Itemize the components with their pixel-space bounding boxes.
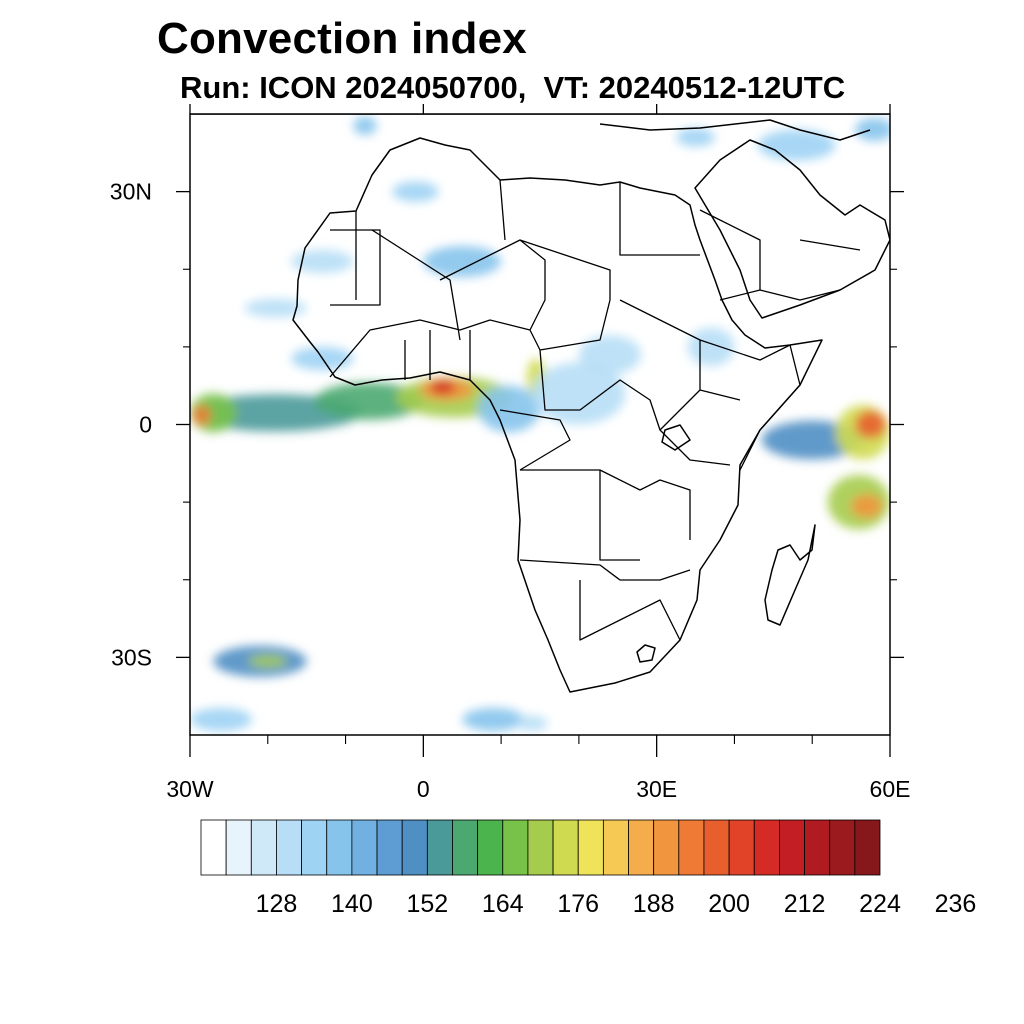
colorbar-swatch-1: [225, 819, 252, 876]
colorbar-swatch-22: [753, 819, 780, 876]
convection-cell-24: [392, 181, 439, 202]
colorbar-label-6: 200: [708, 890, 750, 918]
colorbar-swatch-9: [426, 819, 453, 876]
lat-tick-label-1: 0: [139, 412, 152, 438]
lat-tick-label-0: 30N: [110, 179, 152, 205]
colorbar-swatch-12: [502, 819, 529, 876]
convection-cell-21: [462, 707, 525, 732]
convection-cell-17: [851, 494, 883, 518]
chart-title: Convection index: [157, 14, 527, 63]
convection-cell-19: [248, 655, 288, 668]
coastlines-borders: [190, 114, 890, 693]
convection-cell-22: [516, 715, 548, 732]
colorbar-label-3: 164: [482, 890, 524, 918]
convection-cell-29: [676, 127, 715, 147]
convection-cell-6: [430, 380, 456, 395]
colorbar-label-8: 224: [859, 890, 901, 918]
colorbar-swatch-21: [728, 819, 755, 876]
convection-cell-11: [578, 335, 642, 375]
colorbar-swatch-2: [250, 819, 277, 876]
lon-tick-label-2: 30E: [636, 776, 677, 802]
colorbar-label-7: 212: [784, 890, 826, 918]
colorbar-swatch-5: [326, 819, 353, 876]
colorbar-swatch-11: [477, 819, 504, 876]
europe-coastline: [190, 114, 890, 141]
colorbar-swatch-3: [276, 819, 302, 876]
colorbar-swatch-14: [552, 819, 579, 876]
convection-cell-15: [855, 410, 887, 439]
colorbar-label-2: 152: [406, 890, 448, 918]
convection-cell-12: [687, 327, 735, 367]
colorbar-swatch-17: [628, 819, 655, 876]
colorbar-swatch-20: [703, 819, 730, 876]
colorbar-label-0: 128: [256, 890, 298, 918]
colorbar-label-5: 188: [633, 890, 675, 918]
colorbar-swatch-6: [351, 819, 378, 876]
convection-cell-27: [757, 129, 836, 161]
convection-cell-2: [192, 405, 212, 426]
colorbar-swatch-19: [678, 819, 705, 876]
madagascar-coastline: [764, 524, 816, 626]
convection-cell-26: [291, 249, 354, 274]
convection-cell-23: [244, 298, 307, 318]
convection-cell-20: [190, 707, 253, 732]
convection-cell-3: [314, 382, 424, 420]
colorbar-swatch-4: [301, 819, 328, 876]
colorbar: 128 140 152 164 176 188 200 212 224 236: [200, 819, 977, 918]
colorbar-swatch-15: [577, 819, 604, 876]
convection-cell-28: [855, 117, 890, 142]
lake-victoria: [661, 424, 691, 451]
convection-cell-25: [423, 245, 502, 278]
colorbar-swatch-0: [200, 819, 227, 876]
colorbar-swatch-26: [854, 819, 881, 876]
colorbar-label-9: 236: [935, 890, 977, 918]
colorbar-swatch-25: [829, 819, 856, 876]
africa-coastline: [292, 137, 823, 693]
colorbar-swatch-13: [527, 819, 554, 876]
colorbar-label-1: 140: [331, 890, 373, 918]
colorbar-swatch-18: [653, 819, 680, 876]
border-lines: [329, 179, 861, 641]
colorbar-swatch-23: [779, 819, 805, 876]
colorbar-label-4: 176: [557, 890, 599, 918]
colorbar-swatch-10: [452, 819, 479, 876]
lon-tick-label-0: 30W: [166, 776, 214, 802]
lesotho-border: [636, 644, 656, 663]
convection-field: [190, 116, 890, 732]
arabia-coastline: [694, 139, 890, 319]
convection-cell-30: [353, 116, 377, 135]
colorbar-swatch-8: [401, 819, 428, 876]
lon-tick-label-1: 0: [417, 776, 430, 802]
chart-subtitle: Run: ICON 2024050700, VT: 20240512-12UTC: [180, 70, 846, 105]
map-ticks: 30N 0 30S 30W 0 30E 60E: [110, 104, 911, 802]
lon-tick-label-3: 60E: [870, 776, 911, 802]
convection-cell-7: [477, 385, 540, 433]
convection-cell-10: [532, 362, 626, 425]
colorbar-swatch-24: [804, 819, 831, 876]
colorbar-swatch-7: [376, 819, 403, 876]
lat-tick-label-2: 30S: [111, 644, 152, 670]
colorbar-swatch-16: [602, 819, 629, 876]
